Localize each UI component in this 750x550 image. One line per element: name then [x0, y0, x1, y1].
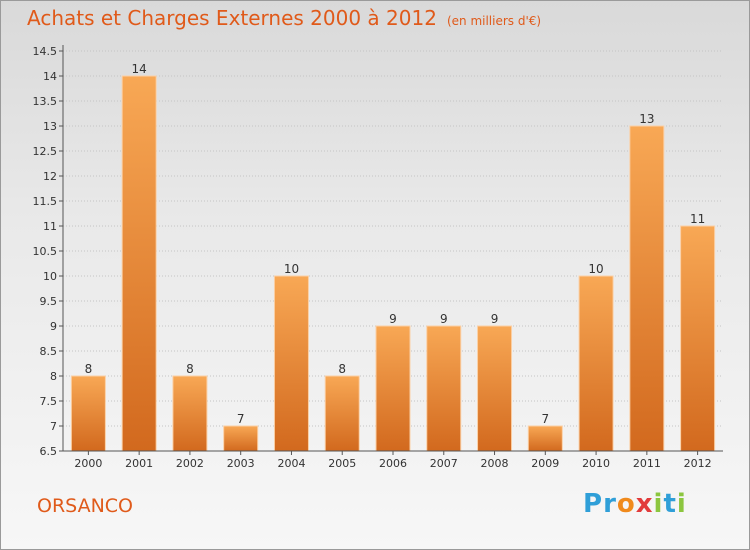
- x-tick-label: 2008: [481, 457, 509, 470]
- x-tick-label: 2005: [328, 457, 356, 470]
- bar: [70, 375, 106, 452]
- data-label: 7: [541, 412, 549, 426]
- title-row: Achats et Charges Externes 2000 à 2012 (e…: [27, 6, 541, 30]
- bars: [70, 75, 716, 452]
- y-tick-label: 9: [50, 320, 57, 333]
- x-tick-label: 2001: [125, 457, 153, 470]
- data-label: 14: [132, 62, 147, 76]
- y-tick-label: 14.5: [33, 45, 58, 58]
- y-tick-label: 14: [43, 70, 57, 83]
- bar: [477, 325, 513, 452]
- logo-letter: t: [663, 489, 677, 519]
- x-tick-label: 2012: [684, 457, 712, 470]
- logo-letter: i: [653, 489, 664, 519]
- x-tick-label: 2006: [379, 457, 407, 470]
- bar: [578, 275, 614, 452]
- bar: [375, 325, 411, 452]
- x-tick-label: 2009: [531, 457, 559, 470]
- y-tick-label: 13.5: [33, 95, 58, 108]
- bar: [426, 325, 462, 452]
- data-label: 10: [284, 262, 299, 276]
- data-label: 11: [690, 212, 705, 226]
- town-name: ORSANCO: [37, 495, 134, 517]
- bar: [273, 275, 309, 452]
- axes: [59, 45, 723, 455]
- y-tick-label: 11.5: [33, 195, 58, 208]
- data-label: 8: [186, 362, 194, 376]
- bar: [324, 375, 360, 452]
- labels: 6.5 7 7.5 8 8.5 9 9.5 10 10.5 11 11.5 12 12.5 13 13.5 1…: [33, 45, 712, 470]
- bar: [629, 125, 665, 452]
- bar: [172, 375, 208, 452]
- y-tick-label: 8: [50, 370, 57, 383]
- y-tick-label: 6.5: [40, 445, 58, 458]
- logo-letter: x: [635, 489, 654, 519]
- y-tick-label: 10: [43, 270, 57, 283]
- bar: [223, 425, 259, 452]
- bar: [680, 225, 716, 452]
- data-label: 10: [588, 262, 603, 276]
- data-label: 8: [85, 362, 93, 376]
- y-tick-label: 7.5: [40, 395, 58, 408]
- y-tick-label: 10.5: [33, 245, 58, 258]
- x-tick-label: 2011: [633, 457, 661, 470]
- x-tick-label: 2010: [582, 457, 610, 470]
- y-tick-label: 11: [43, 220, 57, 233]
- data-label: 9: [440, 312, 448, 326]
- logo-letter: r: [603, 489, 617, 519]
- data-label: 9: [389, 312, 397, 326]
- logo-letter: i: [676, 489, 687, 519]
- data-label: 8: [338, 362, 346, 376]
- chart-title: Achats et Charges Externes 2000 à 2012: [27, 6, 437, 30]
- logo-letter: o: [616, 489, 636, 519]
- proxiti-logo: Proxiti: [583, 489, 687, 519]
- y-tick-label: 7: [50, 420, 57, 433]
- y-tick-label: 8.5: [40, 345, 58, 358]
- data-label: 7: [237, 412, 245, 426]
- data-label: 9: [491, 312, 499, 326]
- y-tick-label: 9.5: [40, 295, 58, 308]
- bar: [121, 75, 157, 452]
- data-label: 13: [639, 112, 654, 126]
- y-tick-label: 12.5: [33, 145, 58, 158]
- logo-letter: P: [583, 489, 604, 519]
- x-tick-label: 2003: [227, 457, 255, 470]
- bar: [527, 425, 563, 452]
- y-tick-label: 12: [43, 170, 57, 183]
- x-tick-label: 2004: [277, 457, 305, 470]
- x-tick-label: 2002: [176, 457, 204, 470]
- x-tick-label: 2000: [74, 457, 102, 470]
- x-tick-label: 2007: [430, 457, 458, 470]
- chart-unit: (en milliers d'€): [446, 14, 542, 28]
- y-tick-label: 13: [43, 120, 57, 133]
